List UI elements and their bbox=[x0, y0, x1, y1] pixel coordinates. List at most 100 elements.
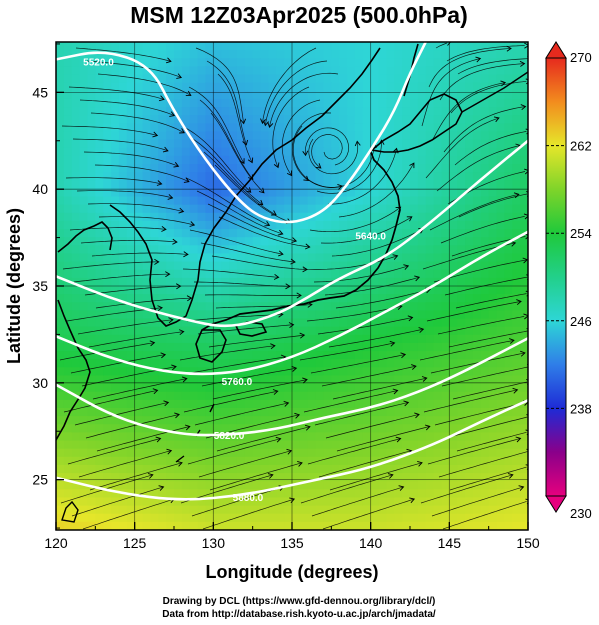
field-cell bbox=[323, 220, 332, 230]
field-cell bbox=[221, 131, 230, 141]
field-cell bbox=[197, 188, 207, 198]
field-cell bbox=[95, 172, 104, 181]
field-cell bbox=[425, 359, 435, 368]
field-cell bbox=[488, 416, 498, 425]
field-cell bbox=[488, 489, 498, 499]
field-cell bbox=[205, 212, 214, 222]
field-cell bbox=[299, 131, 309, 141]
field-cell bbox=[244, 399, 254, 409]
field-cell bbox=[158, 74, 167, 84]
field-cell bbox=[174, 432, 183, 442]
field-cell bbox=[362, 521, 372, 530]
streamline bbox=[194, 402, 289, 426]
field-cell bbox=[71, 147, 81, 157]
field-cell bbox=[496, 164, 505, 173]
field-cell bbox=[449, 42, 458, 51]
streamline bbox=[419, 339, 514, 361]
field-cell bbox=[150, 180, 159, 189]
field-cell bbox=[213, 432, 222, 442]
field-cell bbox=[260, 74, 269, 84]
field-cell bbox=[221, 440, 230, 450]
field-cell bbox=[150, 505, 159, 515]
field-cell bbox=[370, 326, 380, 336]
field-cell bbox=[63, 196, 73, 206]
field-cell bbox=[394, 359, 403, 368]
field-cell bbox=[299, 220, 309, 230]
field-cell bbox=[488, 440, 498, 450]
streamline bbox=[302, 255, 398, 270]
field-cell bbox=[394, 50, 403, 59]
field-cell bbox=[323, 359, 332, 368]
field-cell bbox=[449, 66, 458, 76]
field-cell bbox=[268, 277, 277, 287]
field-cell bbox=[142, 294, 151, 303]
field-cell bbox=[244, 229, 254, 238]
field-cell bbox=[229, 432, 238, 442]
field-cell bbox=[181, 98, 191, 108]
x-tick-label: 145 bbox=[438, 535, 462, 551]
field-cell bbox=[323, 399, 332, 409]
streamline-arrow bbox=[291, 237, 298, 244]
field-cell bbox=[339, 74, 348, 84]
field-cell bbox=[134, 261, 144, 271]
field-cell bbox=[276, 497, 285, 507]
field-cell bbox=[63, 50, 73, 59]
field-cell bbox=[118, 521, 128, 530]
field-cell bbox=[472, 326, 482, 336]
field-cell bbox=[103, 334, 112, 344]
field-cell bbox=[402, 245, 411, 255]
field-cell bbox=[315, 367, 325, 377]
field-cell bbox=[103, 318, 112, 328]
field-cell bbox=[244, 245, 254, 255]
field-cell bbox=[221, 521, 230, 530]
field-cell bbox=[520, 107, 528, 116]
field-cell bbox=[520, 237, 528, 246]
field-cell bbox=[284, 42, 293, 51]
field-cell bbox=[472, 147, 482, 157]
field-cell bbox=[87, 513, 96, 523]
field-cell bbox=[512, 294, 521, 303]
field-cell bbox=[205, 164, 214, 173]
field-cell bbox=[480, 302, 490, 311]
field-cell bbox=[166, 277, 175, 287]
field-cell bbox=[480, 229, 490, 238]
field-cell bbox=[284, 204, 293, 214]
streamline bbox=[445, 416, 528, 439]
field-cell bbox=[260, 147, 269, 157]
field-cell bbox=[268, 440, 277, 450]
field-cell bbox=[103, 147, 112, 157]
field-cell bbox=[307, 269, 317, 279]
streamline bbox=[446, 45, 525, 62]
streamline bbox=[443, 106, 526, 153]
field-cell bbox=[111, 164, 120, 173]
field-cell bbox=[103, 155, 112, 165]
field-cell bbox=[134, 383, 144, 393]
field-cell bbox=[189, 58, 199, 67]
field-cell bbox=[520, 286, 528, 295]
field-cell bbox=[331, 139, 340, 149]
field-cell bbox=[268, 98, 277, 108]
field-cell bbox=[126, 58, 136, 67]
field-cell bbox=[134, 164, 144, 173]
streamline bbox=[331, 228, 424, 257]
streamline-arrow bbox=[152, 388, 159, 395]
field-cell bbox=[417, 98, 427, 108]
field-cell bbox=[95, 448, 104, 458]
mainland-asia-coastline bbox=[235, 47, 381, 197]
field-cell bbox=[142, 253, 151, 263]
field-cell bbox=[292, 107, 301, 116]
field-cell bbox=[347, 212, 356, 222]
field-cell bbox=[378, 139, 387, 149]
field-cell bbox=[488, 155, 498, 165]
field-cell bbox=[284, 367, 293, 377]
field-cell bbox=[150, 432, 159, 442]
field-cell bbox=[142, 432, 151, 442]
field-cell bbox=[276, 58, 285, 67]
field-cell bbox=[347, 521, 356, 530]
field-cell bbox=[354, 188, 364, 198]
field-cell bbox=[111, 253, 120, 263]
streamline bbox=[194, 281, 290, 287]
field-cell bbox=[394, 74, 403, 84]
field-cell bbox=[205, 155, 214, 165]
